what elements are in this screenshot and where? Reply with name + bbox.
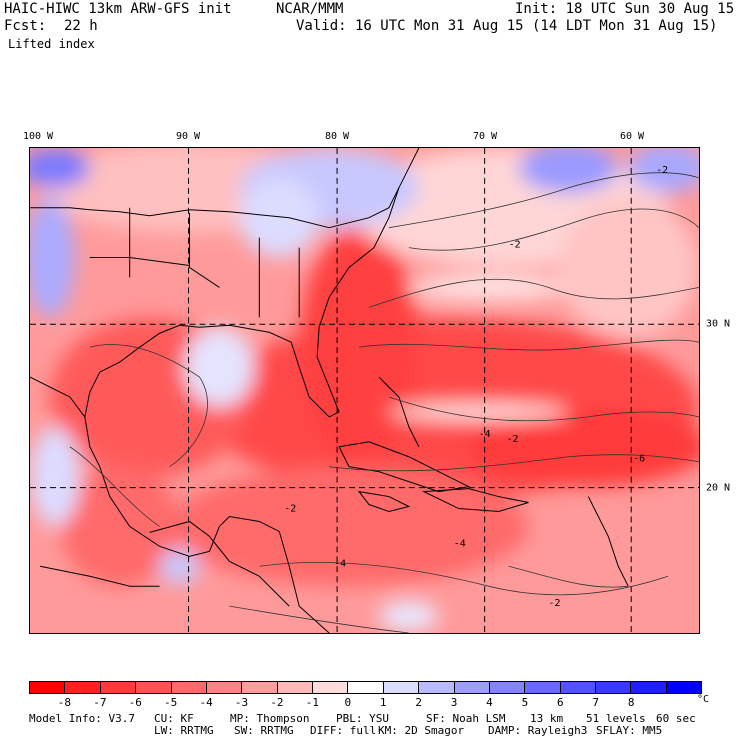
colorbar-tick-label: 7 xyxy=(592,696,600,709)
model-info-pbl: PBL: YSU xyxy=(336,712,389,725)
colorbar-swatch xyxy=(631,682,667,693)
colorbar-tick-label: 0 xyxy=(344,696,352,709)
colorbar-tick-label: -6 xyxy=(128,696,142,709)
contour-label: -4 xyxy=(454,538,466,549)
graticule xyxy=(30,148,699,633)
colorbar-tick-label: -4 xyxy=(199,696,213,709)
colorbar xyxy=(29,681,702,694)
model-info-mp: MP: Thompson xyxy=(230,712,310,725)
colorbar-tick-label: 1 xyxy=(379,696,387,709)
contour-label: -2 xyxy=(656,165,668,176)
init-time: Init: 18 UTC Sun 30 Aug 15 xyxy=(515,1,735,17)
colorbar-tick-label: 6 xyxy=(557,696,564,709)
colorbar-swatch xyxy=(100,682,137,693)
colorbar-tick-label: -2 xyxy=(270,696,284,709)
colorbar-swatch xyxy=(136,682,172,693)
colorbar-swatch xyxy=(525,682,561,693)
coastlines xyxy=(30,148,629,633)
colorbar-tick-label: 5 xyxy=(521,696,529,709)
colorbar-swatch xyxy=(277,682,313,693)
lat-label-30n: 30 N xyxy=(706,318,731,330)
colorbar-swatch xyxy=(560,682,596,693)
model-info-sflay: SFLAY: MM5 xyxy=(596,724,663,737)
model-info-damp: DAMP: Rayleigh3 xyxy=(488,724,588,737)
lon-label-80w: 80 W xyxy=(324,131,350,142)
lon-label-60w: 60 W xyxy=(619,131,645,142)
model-info-levels: 51 levels xyxy=(586,712,646,725)
contour-label-group: -2 -4 -6 -2 -2 -4 -2 -2 -4 xyxy=(284,165,668,609)
colorbar-tick-label: -5 xyxy=(164,696,178,709)
colorbar-swatch xyxy=(206,682,243,693)
colorbar-swatch xyxy=(489,682,526,693)
contours xyxy=(69,172,699,633)
contour-label: -2 xyxy=(507,434,519,445)
model-info-version: Model Info: V3.7 xyxy=(29,712,135,725)
colorbar-swatch xyxy=(348,682,384,693)
field-name: Lifted index xyxy=(8,37,95,51)
colorbar-swatch xyxy=(171,682,207,693)
valid-time: Valid: 16 UTC Mon 31 Aug 15 (14 LDT Mon … xyxy=(296,18,718,34)
colorbar-tick-label: -8 xyxy=(57,696,72,709)
colorbar-unit: °C xyxy=(696,694,710,705)
colorbar-tick-label: 8 xyxy=(627,696,635,709)
contour-label: -4 xyxy=(334,558,346,569)
colorbar-swatch xyxy=(596,682,632,693)
lon-label-90w: 90 W xyxy=(175,131,201,142)
model-info-timestep: 60 sec xyxy=(656,712,696,725)
colorbar-tick-label: -1 xyxy=(305,696,319,709)
colorbar-tick-label: -3 xyxy=(234,696,249,709)
lon-label-100w: 100 W xyxy=(22,131,54,142)
contour-label: -4 xyxy=(479,429,491,440)
model-title: HAIC-HIWC 13km ARW-GFS init xyxy=(4,1,232,17)
model-info-lw: LW: RRTMG xyxy=(154,724,214,737)
lifted-index-map: -2 -4 -6 -2 -2 -4 -2 -2 -4 xyxy=(29,147,700,634)
contour-label: -2 xyxy=(548,598,560,609)
colorbar-tick-label: -7 xyxy=(93,696,107,709)
colorbar-swatch xyxy=(666,682,702,693)
lat-label-20n: 20 N xyxy=(706,482,731,494)
colorbar-tick-label: 2 xyxy=(415,696,422,709)
model-info-km: KM: 2D Smagor xyxy=(378,724,465,737)
contour-label: -2 xyxy=(284,504,296,515)
model-info-diff: DIFF: full xyxy=(310,724,377,737)
contour-label: -6 xyxy=(633,454,645,465)
forecast-hour: 22 h xyxy=(64,18,98,34)
colorbar-swatch xyxy=(313,682,349,693)
forecast-label: Fcst: xyxy=(4,18,47,34)
colorbar-swatch xyxy=(242,682,278,693)
model-info-resolution: 13 km xyxy=(530,712,564,725)
model-info-cu: CU: KF xyxy=(154,712,194,725)
colorbar-swatch xyxy=(30,682,66,693)
center-label: NCAR/MMM xyxy=(276,1,344,17)
colorbar-swatch xyxy=(454,682,490,693)
colorbar-swatch xyxy=(383,682,420,693)
colorbar-tick-label: 3 xyxy=(450,696,458,709)
model-info-sf: SF: Noah LSM xyxy=(426,712,506,725)
colorbar-swatch xyxy=(65,682,101,693)
colorbar-swatch xyxy=(419,682,455,693)
model-info-sw: SW: RRTMG xyxy=(234,724,294,737)
lon-label-70w: 70 W xyxy=(472,131,498,142)
contour-label: -2 xyxy=(509,240,521,251)
colorbar-tick-label: 4 xyxy=(486,696,493,709)
